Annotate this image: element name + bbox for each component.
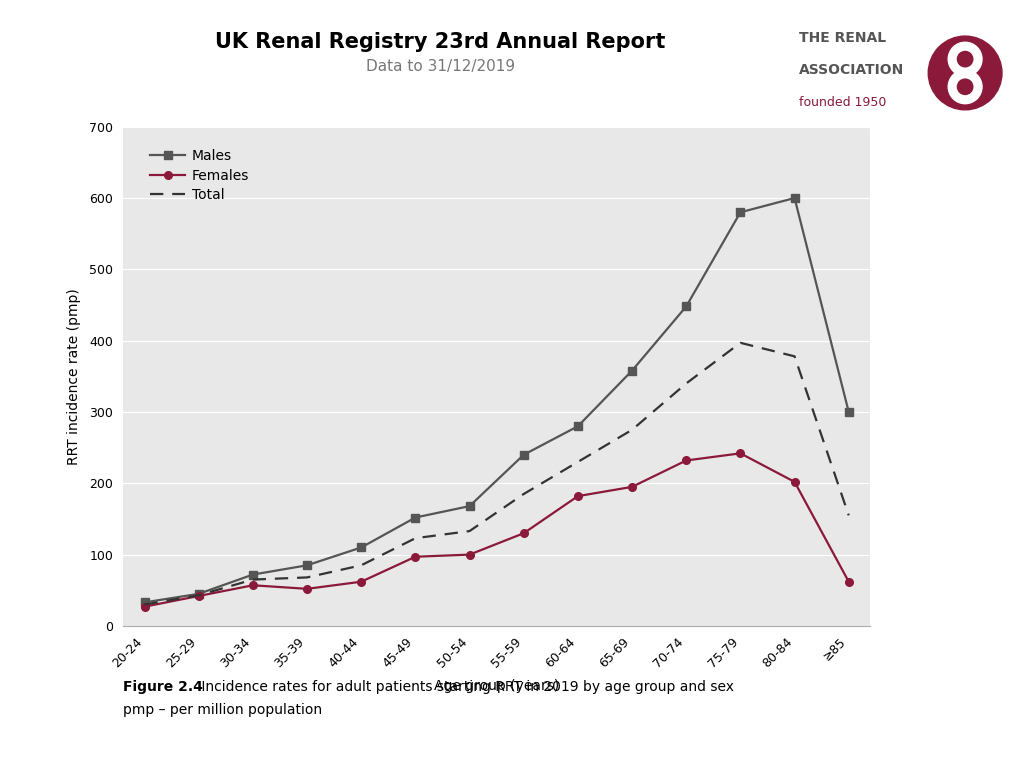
Females (138, 602, 151, 611)
Text: UK Renal Registry 23rd Annual Report: UK Renal Registry 23rd Annual Report (215, 32, 666, 52)
Females (680, 456, 692, 465)
Text: founded 1950: founded 1950 (799, 96, 886, 108)
Legend: Males, Females, Total: Males, Females, Total (144, 144, 255, 208)
Males (193, 589, 205, 598)
Females (734, 449, 746, 458)
Total (247, 575, 259, 584)
Females (193, 591, 205, 601)
Females (247, 581, 259, 590)
Females (788, 477, 801, 486)
X-axis label: Age group (years): Age group (years) (434, 679, 559, 693)
Text: Figure 2.4: Figure 2.4 (123, 680, 203, 694)
Males (410, 513, 422, 522)
Y-axis label: RRT incidence rate (pmp): RRT incidence rate (pmp) (67, 288, 81, 465)
Text: Incidence rates for adult patients starting RRT in 2019 by age group and sex: Incidence rates for adult patients start… (197, 680, 733, 694)
Males (734, 207, 746, 217)
Total (843, 511, 855, 520)
Females (355, 577, 368, 586)
Text: THE RENAL: THE RENAL (799, 31, 886, 45)
Total (138, 600, 151, 609)
Circle shape (948, 70, 982, 104)
Total (301, 573, 313, 582)
Total (410, 534, 422, 543)
Line: Males: Males (140, 194, 853, 606)
Total (788, 352, 801, 361)
Total (464, 527, 476, 536)
Total (626, 425, 638, 435)
Males (464, 502, 476, 511)
Total (680, 379, 692, 388)
Text: Data to 31/12/2019: Data to 31/12/2019 (366, 59, 515, 74)
Line: Females: Females (140, 449, 853, 611)
Text: ASSOCIATION: ASSOCIATION (799, 63, 904, 77)
Females (571, 492, 584, 501)
Females (301, 584, 313, 594)
Total (193, 591, 205, 600)
Males (788, 194, 801, 203)
Text: pmp – per million population: pmp – per million population (123, 703, 322, 717)
Circle shape (957, 51, 973, 67)
Total (571, 457, 584, 466)
Males (571, 422, 584, 431)
Circle shape (929, 36, 1001, 110)
Females (464, 550, 476, 559)
Males (626, 366, 638, 376)
Females (410, 552, 422, 561)
Females (843, 577, 855, 586)
Males (301, 561, 313, 570)
Females (517, 528, 529, 538)
Circle shape (948, 42, 982, 76)
Total (517, 489, 529, 498)
Males (517, 450, 529, 459)
Males (843, 407, 855, 416)
Females (626, 482, 638, 492)
Circle shape (957, 79, 973, 94)
Males (247, 570, 259, 579)
Males (138, 598, 151, 607)
Males (355, 543, 368, 552)
Line: Total: Total (144, 343, 849, 604)
Total (355, 561, 368, 570)
Total (734, 338, 746, 347)
Males (680, 302, 692, 311)
